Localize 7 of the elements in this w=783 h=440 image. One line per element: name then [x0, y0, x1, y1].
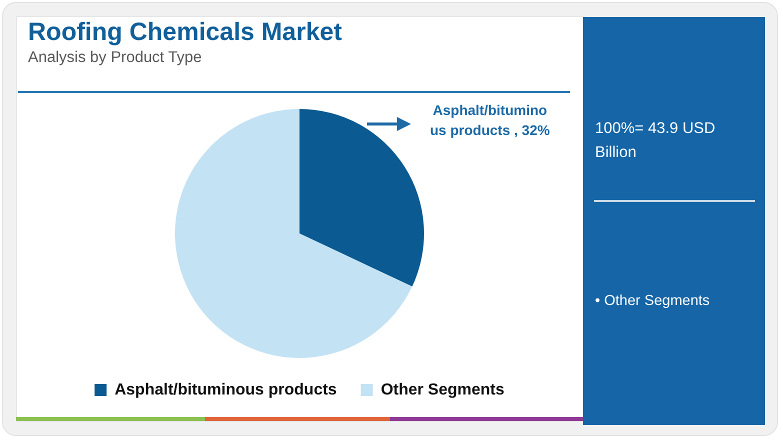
legend-label: Other Segments: [380, 381, 505, 398]
text: • Other Segments: [595, 292, 711, 311]
chart-title: Roofing Chemicals Market: [28, 17, 343, 48]
chart-subtitle: Analysis by Product Type: [28, 48, 203, 68]
data-label: Asphalt/bituminous products , 32%: [430, 102, 550, 138]
text: 100%= 43.9 USD Billion: [595, 119, 716, 163]
legend-label: Asphalt/bituminous products: [114, 381, 337, 398]
